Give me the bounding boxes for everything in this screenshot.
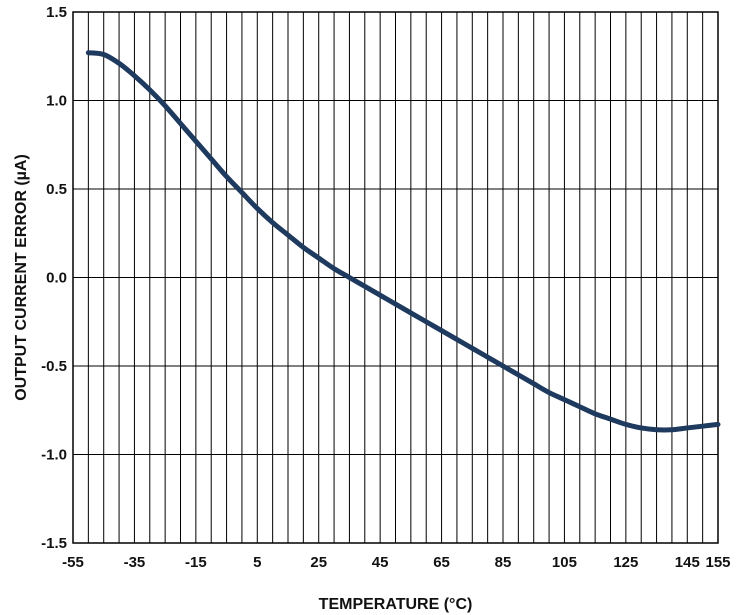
x-tick-label: 5: [253, 554, 261, 571]
y-tick-label: -1.5: [41, 535, 67, 552]
x-tick-label: 45: [372, 554, 389, 571]
y-axis-label: OUTPUT CURRENT ERROR (µA): [13, 154, 30, 401]
y-tick-label: 1.5: [46, 4, 67, 21]
y-tick-label: 1.0: [46, 93, 67, 110]
x-tick-label: 85: [495, 554, 512, 571]
y-tick-label: -0.5: [41, 358, 67, 375]
series-line: [85, 50, 721, 433]
x-tick-label: -35: [124, 554, 146, 571]
x-tick-label: 105: [552, 554, 577, 571]
x-tick-label: 65: [433, 554, 450, 571]
x-tick-label: 155: [705, 554, 730, 571]
y-tick-label: -1.0: [41, 447, 67, 464]
y-tick-label: 0.0: [46, 270, 67, 287]
x-axis-label: TEMPERATURE (°C): [319, 596, 473, 613]
x-tick-label: 25: [310, 554, 327, 571]
x-tick-labels: -55 -35 -15 5 25 45 65 85 105 125 145 155: [62, 554, 730, 571]
x-tick-label: -55: [62, 554, 84, 571]
grid: [72, 11, 719, 544]
x-tick-label: -15: [185, 554, 207, 571]
plot-frame: [72, 11, 719, 544]
x-tick-label: 125: [613, 554, 638, 571]
x-tick-label: 145: [675, 554, 700, 571]
y-tick-labels: 1.5 1.0 0.5 0.0 -0.5 -1.0 -1.5: [41, 4, 67, 552]
y-tick-label: 0.5: [46, 181, 67, 198]
